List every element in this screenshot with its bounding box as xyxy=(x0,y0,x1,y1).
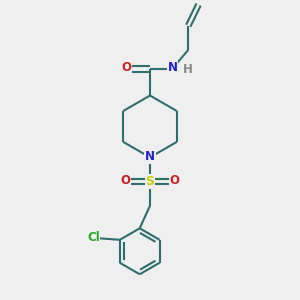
Text: H: H xyxy=(182,62,192,76)
Text: N: N xyxy=(145,150,155,163)
Text: Cl: Cl xyxy=(87,231,100,244)
Text: O: O xyxy=(122,61,131,74)
Text: O: O xyxy=(169,174,179,187)
Text: O: O xyxy=(121,174,131,187)
Text: N: N xyxy=(168,61,178,74)
Text: S: S xyxy=(146,175,154,188)
